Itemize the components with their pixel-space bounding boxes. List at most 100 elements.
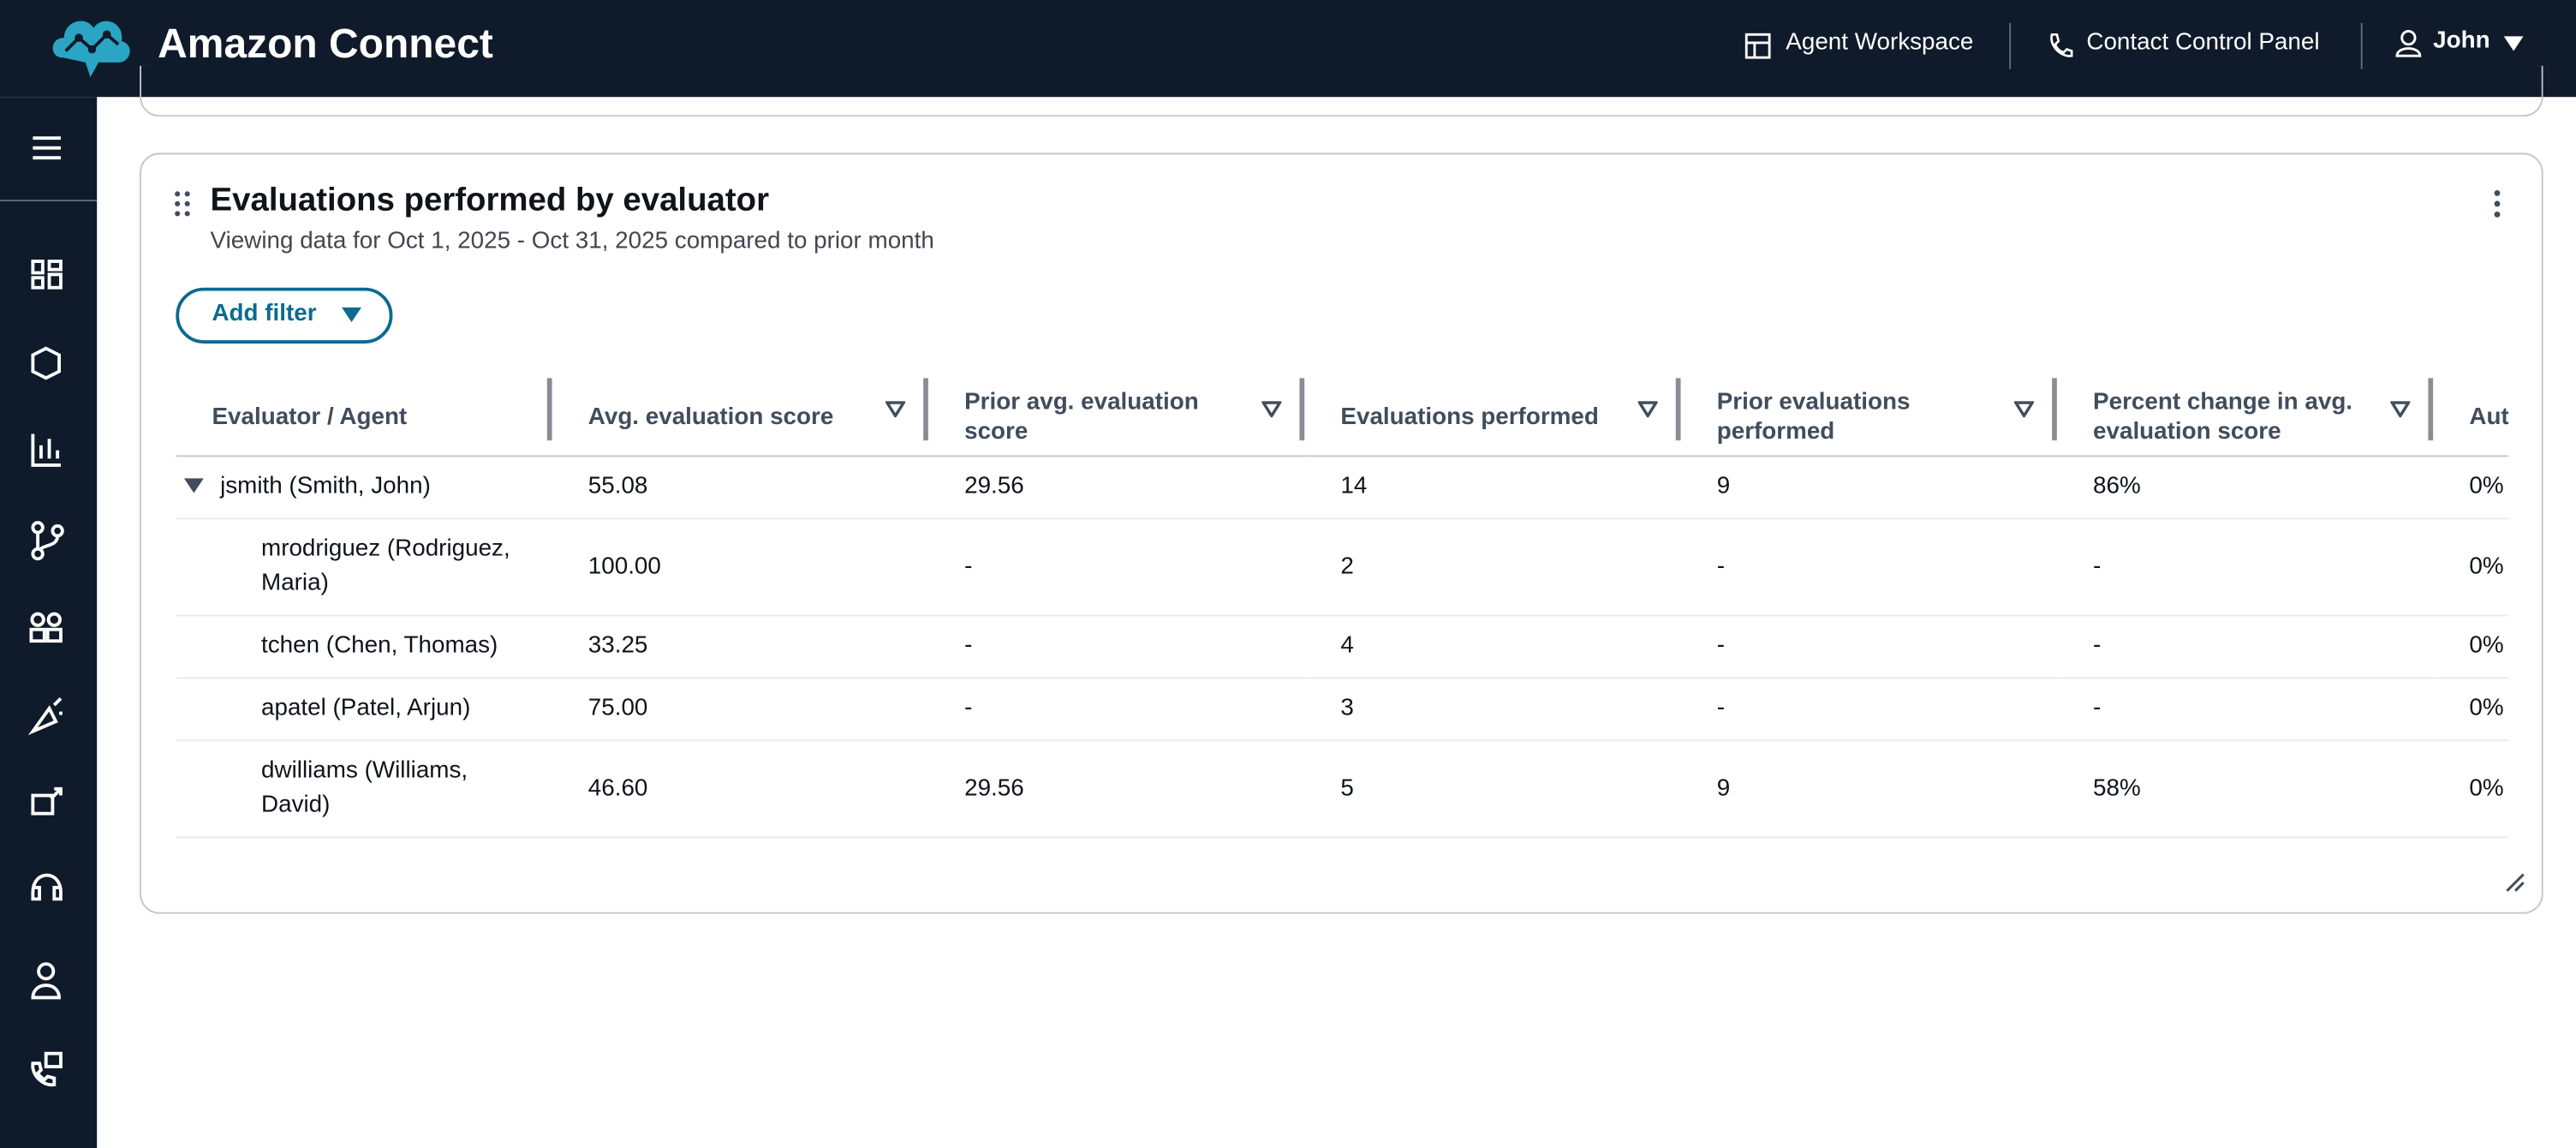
table-cell: 3 <box>1304 678 1681 742</box>
column-divider <box>546 378 552 441</box>
cell-text: - <box>2093 553 2102 580</box>
cell-text: - <box>964 695 973 722</box>
cell-text: 46.60 <box>587 774 648 802</box>
table-cell: mrodriguez (Rodriguez, Maria) <box>176 518 552 617</box>
column-label: Aut <box>2469 403 2509 430</box>
table-cell: 0% <box>2433 518 2509 617</box>
report-card: Evaluations performed by evaluator Viewi… <box>140 152 2543 914</box>
card-title: Evaluations performed by evaluator <box>210 182 770 219</box>
workspace-icon <box>1744 33 1771 59</box>
table-cell: - <box>1680 615 2057 679</box>
table-cell: - <box>927 518 1305 617</box>
table-cell: 9 <box>1680 456 2057 520</box>
sort-icon[interactable] <box>2390 401 2411 418</box>
table-cell: 5 <box>1304 740 1681 839</box>
table-cell: 9 <box>1680 740 2057 839</box>
cell-text: 75.00 <box>587 695 648 722</box>
header-row: Evaluator / Agent Avg. evaluation score Pr… <box>176 378 2509 457</box>
expand-toggle[interactable] <box>183 478 204 494</box>
logo <box>52 21 130 78</box>
routing-icon[interactable] <box>31 346 61 380</box>
table-row: tchen (Chen, Thomas) 33.25 - 4 - - 0% <box>176 615 2509 679</box>
flows-icon[interactable] <box>31 521 64 561</box>
table-cell: 86% <box>2056 456 2434 520</box>
users-icon[interactable] <box>29 612 63 643</box>
top-bar: Amazon Connect Agent Workspace Contact C… <box>0 0 2576 98</box>
cell-text: - <box>1716 695 1726 722</box>
column-label: Evaluations performed <box>1340 403 1599 430</box>
cell-text: 0% <box>2469 695 2504 722</box>
campaigns-icon[interactable] <box>27 697 63 736</box>
table-cell: - <box>2056 678 2434 742</box>
add-filter-button[interactable]: Add filter <box>176 287 393 344</box>
cell-text: - <box>2093 632 2102 660</box>
table-row: mrodriguez (Rodriguez, Maria) 100.00 - 2 - - 0… <box>176 518 2509 617</box>
table-cell: 33.25 <box>552 615 928 679</box>
table-cell: dwilliams (Williams, David) <box>176 740 552 839</box>
caret <box>342 307 362 323</box>
column-label: Prior avg. evaluation score <box>964 388 1199 445</box>
column-divider <box>1299 378 1305 441</box>
column-header: Prior evaluations performed <box>1680 378 2057 457</box>
table-cell: apatel (Patel, Arjun) <box>176 678 552 742</box>
side-nav <box>0 97 98 1148</box>
table-cell: 46.60 <box>552 740 928 839</box>
profile-icon[interactable] <box>31 962 61 1000</box>
more-actions[interactable] <box>2492 189 2502 219</box>
table-cell: 58% <box>2056 740 2434 839</box>
analytics-icon[interactable] <box>31 433 61 467</box>
cell-text: 33.25 <box>587 632 648 660</box>
sort-icon[interactable] <box>2013 401 2034 418</box>
table-row: jsmith (Smith, John) 55.08 29.56 14 9 86% 0% <box>176 456 2509 520</box>
menu-icon[interactable] <box>33 136 61 160</box>
table-cell: 100.00 <box>552 518 928 617</box>
column-header: Avg. evaluation score <box>552 378 928 457</box>
drag-handle[interactable] <box>174 191 190 218</box>
cell-text: - <box>964 553 973 580</box>
column-header: Percent change in avg. evaluation score <box>2056 378 2434 457</box>
table-row: dwilliams (Williams, David) 46.60 29.56 5 9 5… <box>176 740 2509 839</box>
table-row: apatel (Patel, Arjun) 75.00 - 3 - - 0% <box>176 678 2509 742</box>
channels-icon[interactable] <box>31 786 63 816</box>
cell-text: 9 <box>1716 774 1731 802</box>
agent-workspace-link[interactable]: Agent Workspace <box>1786 29 1974 57</box>
column-divider <box>2428 378 2434 441</box>
cell-text: - <box>964 632 973 660</box>
table-container: Evaluator / Agent Avg. evaluation score Pr… <box>176 378 2509 874</box>
table-cell: 0% <box>2433 678 2509 742</box>
sort-icon[interactable] <box>1637 401 1658 418</box>
agent-icon[interactable] <box>31 873 63 901</box>
cell-text: 3 <box>1340 695 1354 722</box>
dashboard-icon[interactable] <box>31 260 63 290</box>
column-divider <box>923 378 928 441</box>
cell-text: - <box>2093 695 2102 722</box>
resize-handle[interactable] <box>2504 871 2527 894</box>
user-icon <box>2395 30 2422 57</box>
table-cell: 0% <box>2433 740 2509 839</box>
sort-icon[interactable] <box>886 401 906 418</box>
cell-text: apatel (Patel, Arjun) <box>261 695 471 722</box>
column-label: Percent change in avg. evaluation score <box>2093 388 2353 445</box>
nav-icons <box>0 136 98 1087</box>
table-cell: - <box>1680 678 2057 742</box>
contact-control-panel-link[interactable]: Contact Control Panel <box>2086 29 2320 57</box>
column-divider <box>1675 378 1681 441</box>
sort-icon[interactable] <box>1261 401 1282 418</box>
cell-text: 0% <box>2469 553 2504 580</box>
column-divider <box>2052 378 2057 441</box>
table-cell: 29.56 <box>927 456 1305 520</box>
cell-text: dwilliams (Williams, David) <box>261 757 468 819</box>
column-header: Prior avg. evaluation score <box>927 378 1305 457</box>
column-header: Evaluator / Agent <box>176 378 552 457</box>
table-cell: - <box>2056 615 2434 679</box>
evaluator-table: Evaluator / Agent Avg. evaluation score Pr… <box>176 378 2509 839</box>
cell-text: mrodriguez (Rodriguez, Maria) <box>261 535 510 597</box>
table-cell: 75.00 <box>552 678 928 742</box>
column-label: Avg. evaluation score <box>587 403 834 430</box>
cell-text: 29.56 <box>964 473 1024 500</box>
user-menu[interactable]: John <box>2433 27 2490 55</box>
separator <box>2009 22 2012 69</box>
table-cell: 2 <box>1304 518 1681 617</box>
contact-icon[interactable] <box>31 1051 63 1087</box>
